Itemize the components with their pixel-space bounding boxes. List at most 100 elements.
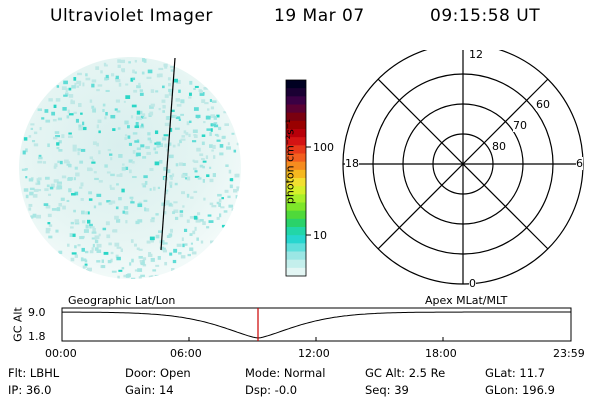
uv-speckle	[148, 275, 153, 279]
uv-speckle	[138, 255, 143, 259]
uv-speckle	[88, 191, 93, 195]
apex-label: Apex MLat/MLT	[425, 294, 508, 307]
uv-speckle	[109, 184, 112, 189]
uv-speckle	[155, 234, 160, 239]
uv-speckle	[164, 94, 169, 98]
uv-speckle	[61, 134, 65, 139]
uv-speckle	[206, 226, 210, 229]
uv-speckle	[117, 59, 121, 63]
uv-speckle	[209, 144, 213, 148]
uv-speckle	[33, 131, 38, 135]
uv-speckle	[167, 77, 171, 81]
uv-speckle	[143, 116, 147, 120]
uv-speckle	[168, 88, 173, 92]
uv-speckle	[221, 197, 224, 200]
uv-speckle	[229, 184, 233, 189]
uv-speckle	[196, 237, 199, 241]
uv-speckle	[77, 72, 82, 76]
colorbar-unit-label: photon cm⁻²s⁻¹	[283, 118, 297, 205]
uv-speckle	[106, 76, 110, 81]
uv-speckle	[172, 259, 177, 264]
uv-speckle	[45, 205, 51, 209]
uv-speckle	[174, 115, 177, 118]
uv-speckle	[165, 200, 170, 204]
uv-speckle	[58, 140, 62, 144]
uv-speckle	[169, 127, 173, 132]
uv-speckle	[134, 71, 137, 74]
uv-speckle	[155, 264, 160, 267]
uv-speckle	[68, 94, 74, 98]
uv-speckle	[142, 257, 147, 261]
colorbar-swatch	[286, 186, 306, 195]
colorbar-swatch	[286, 194, 306, 203]
uv-speckle	[109, 153, 113, 156]
uv-speckle	[85, 211, 88, 215]
uv-speckle	[189, 233, 193, 236]
uv-speckle	[74, 166, 78, 170]
uv-speckle	[31, 215, 34, 219]
date-label: 19 Mar 07	[274, 6, 365, 26]
uv-speckle	[55, 135, 61, 138]
colorbar-swatch	[286, 112, 306, 122]
uv-speckle	[156, 144, 160, 148]
uv-speckle	[199, 218, 204, 222]
colorbar-swatch	[286, 129, 306, 138]
uv-speckle	[194, 175, 200, 178]
uv-speckle	[187, 263, 190, 266]
uv-speckle	[29, 187, 35, 191]
uv-speckle	[121, 267, 125, 270]
uv-speckle	[141, 183, 147, 186]
uv-speckle	[91, 237, 97, 240]
uv-speckle	[222, 135, 226, 139]
uv-speckle	[57, 185, 63, 190]
lat-label-80: 80	[492, 140, 506, 153]
colorbar-swatch	[286, 169, 306, 179]
uv-speckle	[28, 203, 33, 207]
colorbar-tick-10: 10	[313, 229, 327, 242]
uv-speckle	[217, 193, 222, 197]
uv-speckle	[22, 150, 26, 155]
uv-speckle	[125, 220, 128, 224]
uv-speckle	[71, 252, 77, 255]
uv-speckle	[114, 215, 119, 220]
uv-speckle	[108, 242, 112, 246]
uv-speckle	[87, 267, 92, 271]
uv-speckle	[128, 169, 132, 174]
uv-speckle	[106, 171, 111, 174]
uv-speckle	[166, 115, 171, 120]
uv-speckle	[136, 139, 140, 142]
uv-speckle	[91, 247, 94, 251]
uv-speckle	[171, 173, 175, 177]
uv-speckle	[45, 227, 51, 232]
uv-speckle	[135, 116, 141, 121]
uv-speckle	[30, 127, 34, 131]
uv-speckle	[67, 109, 70, 114]
uv-speckle	[71, 85, 76, 89]
uv-speckle	[58, 203, 62, 207]
uv-speckle	[124, 137, 127, 141]
uv-speckle	[140, 262, 145, 266]
uv-speckle	[52, 136, 58, 140]
uv-speckle	[28, 207, 32, 211]
uv-speckle	[218, 126, 222, 131]
uv-speckle	[75, 172, 80, 177]
ip-info: IP: 36.0	[8, 383, 52, 397]
uv-speckle	[212, 173, 216, 178]
uv-speckle	[114, 242, 120, 247]
uv-speckle	[193, 160, 199, 163]
uv-speckle	[98, 202, 102, 206]
uv-speckle	[134, 269, 138, 272]
uv-speckle	[71, 193, 76, 196]
uv-speckle	[84, 250, 89, 254]
uv-speckle	[169, 228, 173, 233]
uv-speckle	[50, 183, 55, 188]
uv-speckle	[116, 246, 122, 249]
uv-speckle	[228, 169, 232, 174]
uv-speckle	[231, 132, 235, 135]
uv-speckle	[206, 108, 210, 111]
uv-speckle	[162, 85, 165, 89]
uv-speckle	[231, 208, 235, 211]
uv-speckle	[53, 104, 57, 109]
uv-speckle	[175, 163, 179, 167]
x-tick-0600: 06:00	[170, 347, 202, 360]
